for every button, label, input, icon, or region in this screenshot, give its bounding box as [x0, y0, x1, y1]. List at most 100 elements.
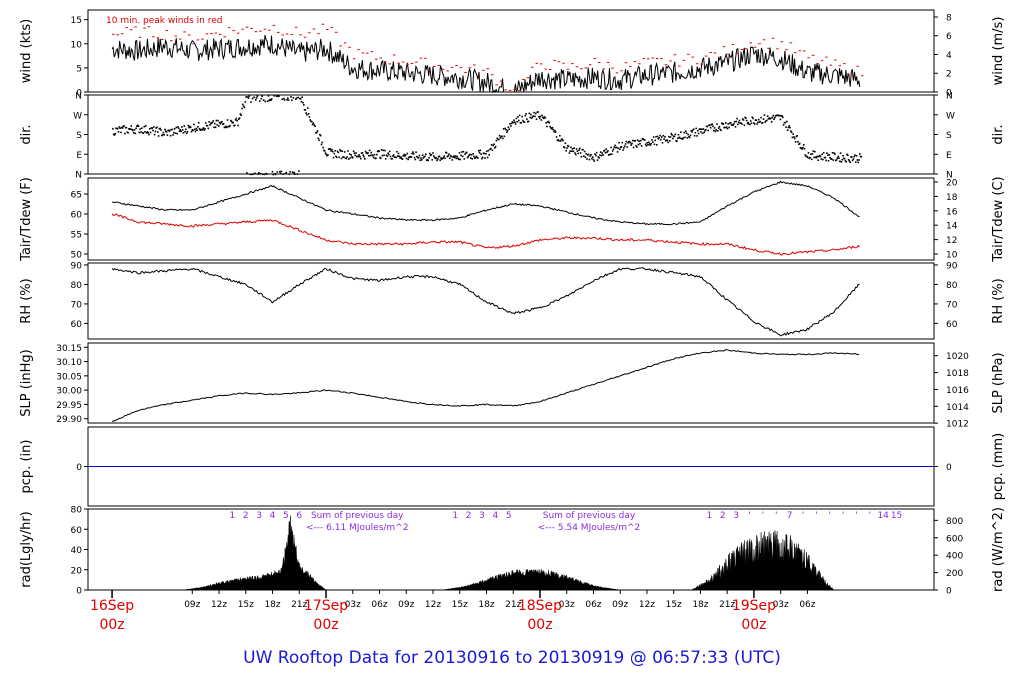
dir-point — [668, 140, 671, 142]
dir-point — [192, 129, 194, 132]
dir-point — [315, 131, 318, 134]
dir-point — [686, 137, 689, 139]
dir-point — [697, 129, 699, 132]
dir-point — [160, 129, 162, 131]
dir-ytick-left-label: N — [75, 92, 82, 102]
dir-point — [534, 112, 537, 115]
dir-point — [510, 122, 513, 125]
dir-point — [847, 154, 849, 156]
rh-ytick-left-label: 90 — [71, 261, 83, 271]
rad-hour-mark-day3: ' — [828, 511, 830, 521]
dir-point — [285, 171, 287, 174]
dir-point — [339, 150, 342, 152]
rad-hour-mark-day1: 3 — [256, 511, 262, 521]
dir-point — [611, 150, 614, 152]
rad-hour-mark-day3: 14 — [877, 511, 889, 521]
dir-point — [843, 157, 846, 160]
dir-point — [251, 97, 254, 100]
x-tick-label: 21z — [505, 600, 521, 610]
dir-point — [496, 137, 498, 140]
rad-sum-label-day2: Sum of previous day — [543, 511, 636, 521]
dir-point — [263, 173, 266, 176]
dir-point — [615, 146, 617, 149]
dir-point — [343, 156, 345, 158]
dir-point — [567, 145, 570, 148]
dir-point — [465, 151, 468, 154]
dir-point — [316, 130, 319, 132]
dir-point — [418, 154, 421, 157]
dir-point — [666, 139, 669, 142]
dir-point — [545, 122, 547, 124]
dir-point — [164, 128, 166, 131]
dir-point — [775, 114, 778, 117]
slp-ytick-left-label: 30.05 — [56, 372, 82, 382]
dir-point — [210, 122, 213, 125]
dir-point — [134, 132, 137, 135]
dir-point — [378, 150, 380, 153]
dir-point — [283, 99, 286, 101]
dir-point — [555, 136, 558, 138]
dir-point — [398, 155, 401, 158]
dir-point — [384, 158, 387, 160]
dir-point — [278, 95, 280, 97]
rad-hour-mark-day3: 15 — [891, 511, 902, 521]
dir-point — [637, 143, 640, 146]
dir-point — [258, 100, 261, 102]
dir-point — [561, 138, 563, 141]
dir-point — [650, 142, 652, 145]
dir-point — [280, 170, 283, 173]
dir-point — [611, 153, 613, 155]
dir-point — [726, 127, 729, 130]
dir-point — [405, 157, 408, 160]
dir-point — [319, 134, 322, 137]
dir-point — [534, 115, 536, 118]
dir-point — [639, 142, 641, 145]
dir-point — [380, 157, 382, 159]
dir-point — [825, 159, 827, 162]
dir-point — [207, 127, 210, 130]
dir-point — [202, 127, 205, 129]
dir-point — [617, 147, 620, 150]
dir-point — [232, 121, 234, 124]
dir-point — [275, 95, 278, 97]
dir-point — [235, 117, 238, 120]
dir-point — [388, 150, 391, 153]
dir-point — [667, 141, 669, 144]
x-day-label-time: 00z — [527, 617, 552, 633]
dir-point — [751, 116, 754, 118]
dir-point — [520, 122, 522, 124]
dir-point — [746, 122, 749, 125]
dir-point — [333, 152, 336, 155]
dir-point — [364, 150, 367, 153]
dir-point — [197, 122, 200, 124]
ylabel-right-rh: RH (%) — [991, 278, 1006, 323]
ylabel-left-temp: Tair/Tdew (F) — [19, 177, 34, 262]
dir-point — [350, 154, 352, 156]
dir-point — [510, 125, 512, 127]
dir-point — [123, 125, 125, 127]
dir-point — [634, 140, 636, 142]
peak-wind-annotation: 10 min. peak winds in red — [106, 16, 223, 26]
x-day-label-time: 00z — [741, 617, 766, 633]
rh-ytick-right-label: 90 — [946, 261, 958, 271]
dir-point — [258, 172, 260, 174]
dir-point — [831, 152, 834, 154]
dir-point — [242, 105, 245, 107]
dir-point — [753, 123, 756, 125]
dir-point — [588, 158, 591, 161]
dir-point — [133, 129, 136, 131]
dir-point — [326, 154, 328, 157]
x-tick-label: 12z — [639, 600, 655, 610]
tdew-series-line — [111, 213, 860, 256]
dir-point — [526, 118, 528, 121]
dir-point — [859, 153, 861, 155]
rad-sum-value-day1: <--- 6.11 MJoules/m^2 — [306, 523, 408, 533]
dir-point — [745, 117, 747, 119]
rad-area-day2 — [441, 568, 621, 591]
dir-point — [632, 146, 635, 149]
dir-point — [291, 171, 294, 173]
dir-point — [230, 120, 233, 123]
dir-point — [519, 121, 522, 124]
temp-ytick-left-label: 65 — [71, 191, 82, 201]
dir-point — [642, 138, 644, 140]
